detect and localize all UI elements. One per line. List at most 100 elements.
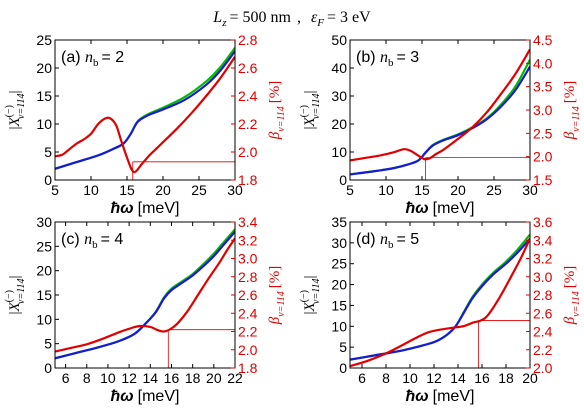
x-axis-label: ħω [meV]	[111, 388, 180, 405]
x-series-green	[350, 233, 530, 361]
y-right-tick-label: 2.4	[238, 88, 258, 104]
y-left-tick-label: 5	[44, 144, 52, 160]
nb-symbol: n	[85, 49, 93, 66]
title-lz-symbol: L	[212, 9, 222, 26]
y-left-superscript: (−)	[4, 105, 15, 117]
y-right-unit: [%]	[562, 81, 578, 104]
x-tick-label: 14	[450, 370, 466, 386]
panel-b: 5 10 15 20 25 30 0 10 20 30 40 50 1.5 2.0 2.5 3.0 3.5 4.0…	[299, 32, 582, 217]
y-left-subscript: ν=114	[311, 94, 322, 119]
x-tick-label: 16	[474, 370, 490, 386]
y-right-tick-label: 3.6	[533, 214, 553, 230]
panel-c: 6 8 10 12 14 16 18 20 22 0 5 10 15 20 25 30 1.8 2.0 2.2 2.4…	[4, 214, 287, 405]
y-left-tick-label: 10	[331, 144, 347, 160]
beta-series-red	[350, 237, 530, 368]
y-left-tick-label: 0	[44, 360, 52, 376]
x-tick-label: 20	[155, 182, 171, 198]
y-right-symbol: β	[562, 316, 578, 325]
x-tick-label: 8	[382, 370, 390, 386]
x-tick-label: 18	[185, 370, 201, 386]
y-left-superscript: (−)	[4, 290, 15, 302]
panel-label: (c) nb = 4	[61, 231, 123, 251]
x-tick-label: 14	[143, 370, 159, 386]
x-series-blue	[350, 237, 530, 361]
x-axis-label: ħω [meV]	[406, 200, 475, 217]
y-right-tick-label: 3.2	[533, 251, 553, 267]
y-right-tick-label: 2.5	[533, 125, 553, 141]
y-right-tick-label: 1.8	[238, 172, 258, 188]
y-right-symbol: β	[267, 131, 283, 140]
y-right-tick-label: 2.0	[533, 149, 553, 165]
panel-d: 6 8 10 12 14 16 18 20 0 5 10 15 20 25 30 35 2.0 2.2 2.4 2.6…	[299, 214, 582, 405]
y-right-axis-label: βν=114 [%]	[562, 266, 582, 325]
y-right-axis-label: βν=114 [%]	[562, 81, 582, 140]
y-left-tick-label: 25	[36, 238, 52, 254]
x-tick-label: 8	[83, 370, 91, 386]
y-right-tick-label: 2.2	[238, 324, 258, 340]
y-left-symbol: X	[302, 116, 318, 127]
beta-series-red	[55, 56, 235, 174]
title-ef-subscript: F	[316, 17, 324, 29]
y-right-symbol: β	[267, 316, 283, 325]
y-right-tick-label: 3.4	[533, 232, 553, 248]
x-label-unit: [meV]	[433, 388, 475, 405]
y-right-tick-label: 2.4	[238, 305, 258, 321]
y-left-bar-open: |	[7, 311, 23, 314]
y-left-tick-label: 35	[331, 214, 347, 230]
y-left-superscript: (−)	[299, 105, 310, 117]
y-left-axis-label: |X(−)ν=114|	[299, 276, 322, 315]
title-ef-symbol: ε	[311, 9, 318, 26]
nb-value: = 5	[397, 231, 420, 248]
panel-a: 5 10 15 20 25 3005101520251.82.02.22.42.62.8(…	[4, 32, 287, 217]
y-right-tick-label: 3.0	[533, 269, 553, 285]
y-right-tick-label: 2.0	[238, 144, 258, 160]
x-tick-label: 20	[522, 370, 538, 386]
y-left-tick-label: 5	[339, 339, 347, 355]
beta-series-red	[350, 48, 530, 162]
x-series-blue	[55, 231, 235, 360]
panel-letter: (c)	[61, 231, 84, 248]
y-left-tick-label: 0	[339, 360, 347, 376]
y-left-bar-close: |	[7, 91, 23, 94]
y-left-tick-label: 25	[36, 32, 52, 48]
y-right-tick-label: 1.5	[533, 172, 553, 188]
y-right-unit: [%]	[267, 81, 283, 104]
nb-value: = 4	[101, 231, 124, 248]
y-right-axis-label: βν=114 [%]	[267, 266, 287, 325]
y-right-unit: [%]	[562, 266, 578, 289]
y-left-subscript: ν=114	[16, 279, 27, 304]
y-left-tick-label: 0	[44, 172, 52, 188]
y-right-tick-label: 4.0	[533, 55, 553, 71]
y-left-tick-label: 10	[36, 311, 52, 327]
x-tick-label: 10	[83, 182, 99, 198]
y-left-tick-label: 50	[331, 32, 347, 48]
y-left-subscript: ν=114	[311, 279, 322, 304]
x-axis-label: ħω [meV]	[406, 388, 475, 405]
x-tick-label: 6	[358, 370, 366, 386]
x-label-symbol: ħω	[406, 388, 429, 405]
y-left-axis-label: |X(−)ν=114|	[299, 91, 322, 130]
series-group	[55, 228, 235, 368]
y-right-tick-label: 3.0	[238, 251, 258, 267]
panel-label: (a) nb = 2	[61, 49, 124, 69]
x-series-green	[55, 228, 235, 360]
y-right-tick-label: 2.6	[238, 287, 258, 303]
y-right-tick-label: 2.6	[238, 60, 258, 76]
y-left-tick-label: 30	[331, 235, 347, 251]
y-right-tick-label: 2.6	[533, 305, 553, 321]
nb-subscript: b	[92, 239, 98, 251]
nb-symbol: n	[84, 231, 92, 248]
x-tick-label: 16	[164, 370, 180, 386]
y-left-superscript: (−)	[299, 290, 310, 302]
x-tick-label: 30	[522, 182, 538, 198]
y-left-subscript: ν=114	[16, 94, 27, 119]
y-left-symbol: X	[7, 301, 23, 312]
x-label-unit: [meV]	[138, 388, 180, 405]
y-left-bar-open: |	[302, 126, 318, 129]
x-tick-label: 15	[414, 182, 430, 198]
y-left-tick-label: 25	[331, 256, 347, 272]
y-left-tick-label: 20	[331, 277, 347, 293]
series-group	[350, 233, 530, 368]
x-label-unit: [meV]	[433, 200, 475, 217]
y-left-tick-label: 20	[36, 263, 52, 279]
